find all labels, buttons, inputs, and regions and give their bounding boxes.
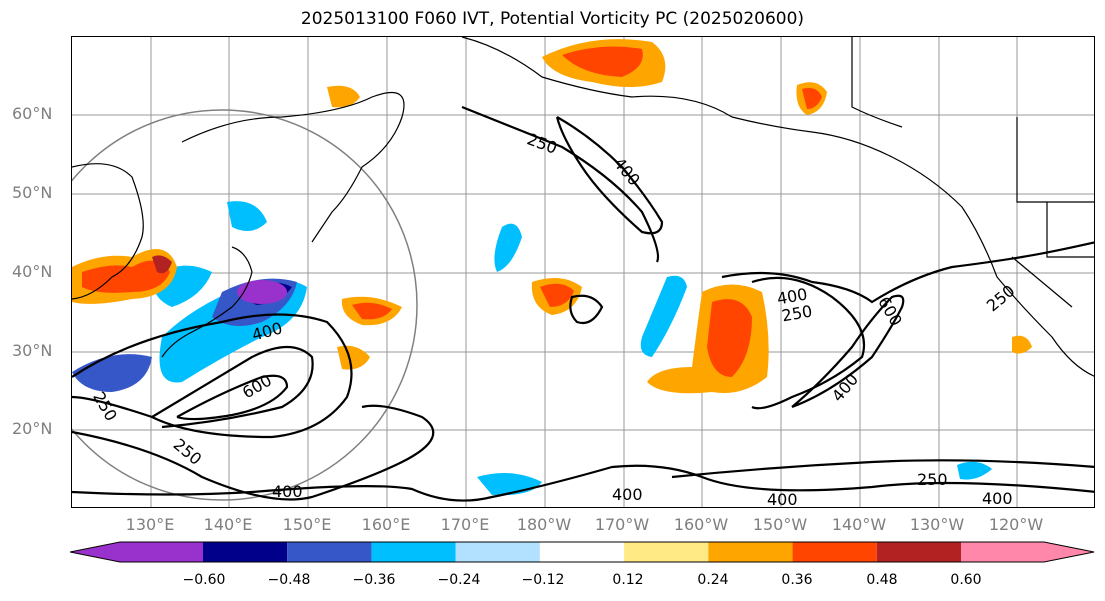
lon-label: 150°E xyxy=(282,515,332,534)
colorbar-segment xyxy=(876,542,961,562)
colorbar-tick: 0.12 xyxy=(612,572,644,588)
ivt-contour-400-ring xyxy=(569,294,604,325)
colorbar-outline xyxy=(70,541,1095,563)
lat-label: 50°N xyxy=(12,183,53,202)
ivt-contour-400-asia xyxy=(151,346,314,429)
ivt-contour-400-low xyxy=(72,464,1094,502)
colorbar-tick: −0.60 xyxy=(182,572,226,588)
kamchatka-coast xyxy=(181,91,405,243)
ivt-contour-250-low-east xyxy=(671,459,1094,479)
ivt-contour-600-east xyxy=(791,294,905,409)
pv-negative-patch xyxy=(227,201,267,231)
colorbar-segment xyxy=(287,542,372,562)
lon-label: 140°E xyxy=(203,515,253,534)
pv-positive-patch xyxy=(352,302,392,320)
us-border xyxy=(851,37,903,128)
map-canvas: 250 400 600 400 250 250 400 250 600 400 … xyxy=(72,37,1094,508)
ivt-contour-600-asia xyxy=(176,374,289,421)
colorbar-segment xyxy=(371,542,456,562)
ivt-contour-250-bering xyxy=(461,105,660,263)
state-line xyxy=(1046,202,1094,258)
pv-negative-patch xyxy=(494,223,522,272)
pv-shading xyxy=(72,39,1032,496)
range-circle xyxy=(72,109,418,501)
contour-label: 400 xyxy=(767,490,798,508)
page-title: 2025013100 F060 IVT, Potential Vorticity… xyxy=(300,9,805,29)
contour-label: 250 xyxy=(89,388,121,424)
colorbar-tick: 0.36 xyxy=(781,572,813,588)
pv-positive-patch xyxy=(327,85,360,108)
lat-label: 20°N xyxy=(12,419,53,438)
lon-label: 160°W xyxy=(673,515,729,534)
lon-label: 170°E xyxy=(440,515,490,534)
pv-negative-patch xyxy=(640,275,687,357)
contour-label: 400 xyxy=(612,485,643,504)
coastlines xyxy=(72,37,1094,377)
lon-label: 130°E xyxy=(125,515,175,534)
lat-label: 40°N xyxy=(12,262,53,281)
colorbar-tick: −0.36 xyxy=(352,572,396,588)
pv-positive-patch xyxy=(540,283,574,307)
japan-coast xyxy=(161,246,253,358)
pv-negative-patch xyxy=(957,461,992,480)
colorbar-segment xyxy=(455,542,540,562)
pv-negative-patch xyxy=(237,280,287,304)
contour-label: 400 xyxy=(272,482,303,501)
ivt-contours xyxy=(72,105,1094,502)
contour-label: 250 xyxy=(917,470,948,489)
pv-positive-patch xyxy=(152,255,172,274)
colorbar-tick: −0.48 xyxy=(267,572,311,588)
lon-label: 180°W xyxy=(516,515,572,534)
contour-label: 250 xyxy=(524,129,559,157)
colorbar-segment xyxy=(539,542,625,562)
pv-negative-patch xyxy=(477,473,542,496)
colorbar-tick: 0.60 xyxy=(950,572,982,588)
colorbar-tick: 0.24 xyxy=(697,572,729,588)
lon-label: 150°W xyxy=(752,515,808,534)
colorbar-segment xyxy=(708,542,793,562)
ivt-contour-250-east xyxy=(721,241,1094,304)
lat-label: 60°N xyxy=(12,104,53,123)
pv-positive-patch xyxy=(562,46,643,77)
lon-label: 160°E xyxy=(361,515,411,534)
gridlines xyxy=(72,37,1094,507)
ivt-contour-400-bering xyxy=(555,116,664,235)
colorbar-segment xyxy=(203,542,288,562)
state-line xyxy=(1016,117,1094,203)
pv-positive-patch xyxy=(802,88,822,109)
pv-negative-patch xyxy=(72,354,152,392)
contour-label: 400 xyxy=(982,489,1013,508)
colorbar-tick: −0.12 xyxy=(521,572,565,588)
colorbar xyxy=(70,541,1095,563)
colorbar-segments xyxy=(70,541,1095,563)
lon-label: 130°W xyxy=(909,515,965,534)
colorbar-segment xyxy=(624,542,709,562)
ivt-contour-400-east xyxy=(751,276,866,410)
contour-label: 400 xyxy=(828,370,862,406)
colorbar-tick: 0.48 xyxy=(866,572,898,588)
asia-coast xyxy=(72,163,144,300)
contour-label: 250 xyxy=(983,281,1019,315)
lon-label: 170°W xyxy=(594,515,650,534)
map-panel: 250 400 600 400 250 250 400 250 600 400 … xyxy=(71,36,1095,508)
lon-label: 120°W xyxy=(988,515,1044,534)
colorbar-segment xyxy=(961,542,1094,562)
lon-label: 140°W xyxy=(831,515,887,534)
alaska-coast xyxy=(461,37,1094,377)
lat-label: 30°N xyxy=(12,341,53,360)
colorbar-segment xyxy=(70,542,203,562)
colorbar-tick: −0.24 xyxy=(437,572,481,588)
pv-positive-patch xyxy=(337,345,370,370)
colorbar-segment xyxy=(792,542,877,562)
pv-positive-patch xyxy=(1012,335,1032,354)
pv-positive-patch xyxy=(707,299,752,377)
state-line xyxy=(1011,256,1073,308)
ivt-contour-250-south xyxy=(72,404,435,501)
